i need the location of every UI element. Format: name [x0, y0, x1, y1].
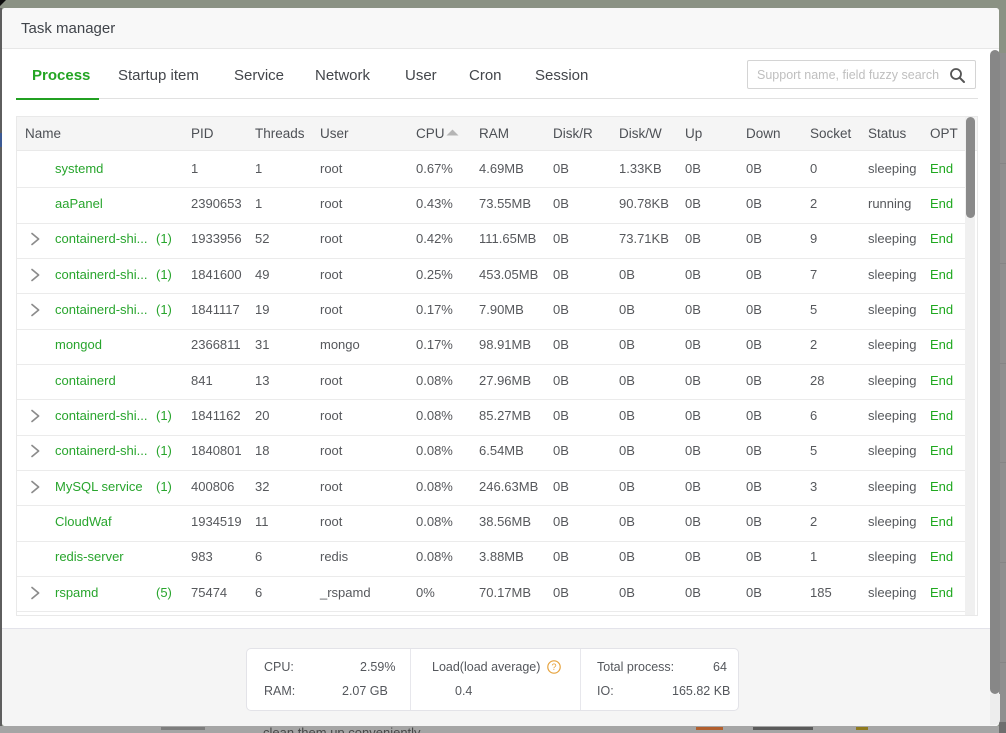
svg-text:?: ? [551, 662, 556, 672]
